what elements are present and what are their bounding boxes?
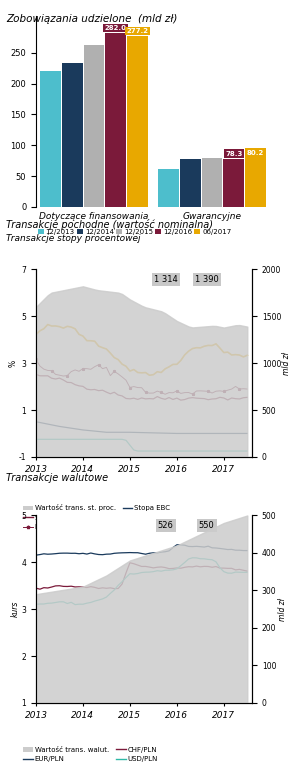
Y-axis label: mld zł: mld zł <box>283 351 292 375</box>
Text: 550: 550 <box>199 521 214 530</box>
Bar <box>202 158 222 207</box>
Text: 282.0: 282.0 <box>105 25 127 31</box>
Text: 1 390: 1 390 <box>195 275 218 284</box>
Text: 78.3: 78.3 <box>225 151 242 157</box>
Y-axis label: kurs: kurs <box>11 601 20 617</box>
Bar <box>105 33 126 207</box>
Legend: Wartość trans. st. proc., Stopa NBP, FRA 6x9, Stopa EBC, Stopa SNB, Rent. oblig.: Wartość trans. st. proc., Stopa NBP, FRA… <box>20 501 202 533</box>
Bar <box>224 159 244 207</box>
Bar <box>62 63 82 207</box>
Text: Transakcje pochodne (wartość nominalna): Transakcje pochodne (wartość nominalna) <box>6 219 213 230</box>
Bar <box>158 169 179 207</box>
Text: 1 314: 1 314 <box>154 275 178 284</box>
Text: 526: 526 <box>158 521 173 530</box>
Bar <box>180 159 201 207</box>
Text: 80.2: 80.2 <box>247 150 264 155</box>
Bar <box>245 158 266 207</box>
Bar <box>84 45 104 207</box>
Legend: Wartość trans. walut., EUR/PLN, CHF/PLN, USD/PLN: Wartość trans. walut., EUR/PLN, CHF/PLN,… <box>20 744 161 765</box>
Bar <box>40 71 61 207</box>
Bar <box>127 36 148 207</box>
Text: Transakcje stopy procentowej: Transakcje stopy procentowej <box>6 234 140 244</box>
Legend: 12/2013, 12/2014, 12/2015, 12/2016, 06/2017: 12/2013, 12/2014, 12/2015, 12/2016, 06/2… <box>35 226 234 237</box>
Text: 277.2: 277.2 <box>127 28 148 34</box>
Y-axis label: %: % <box>8 359 17 367</box>
Y-axis label: mld zł: mld zł <box>278 597 287 621</box>
Text: Transakcje walutowe: Transakcje walutowe <box>6 473 108 483</box>
Text: Zobowiązania udzielone  (mld zł): Zobowiązania udzielone (mld zł) <box>6 14 177 24</box>
